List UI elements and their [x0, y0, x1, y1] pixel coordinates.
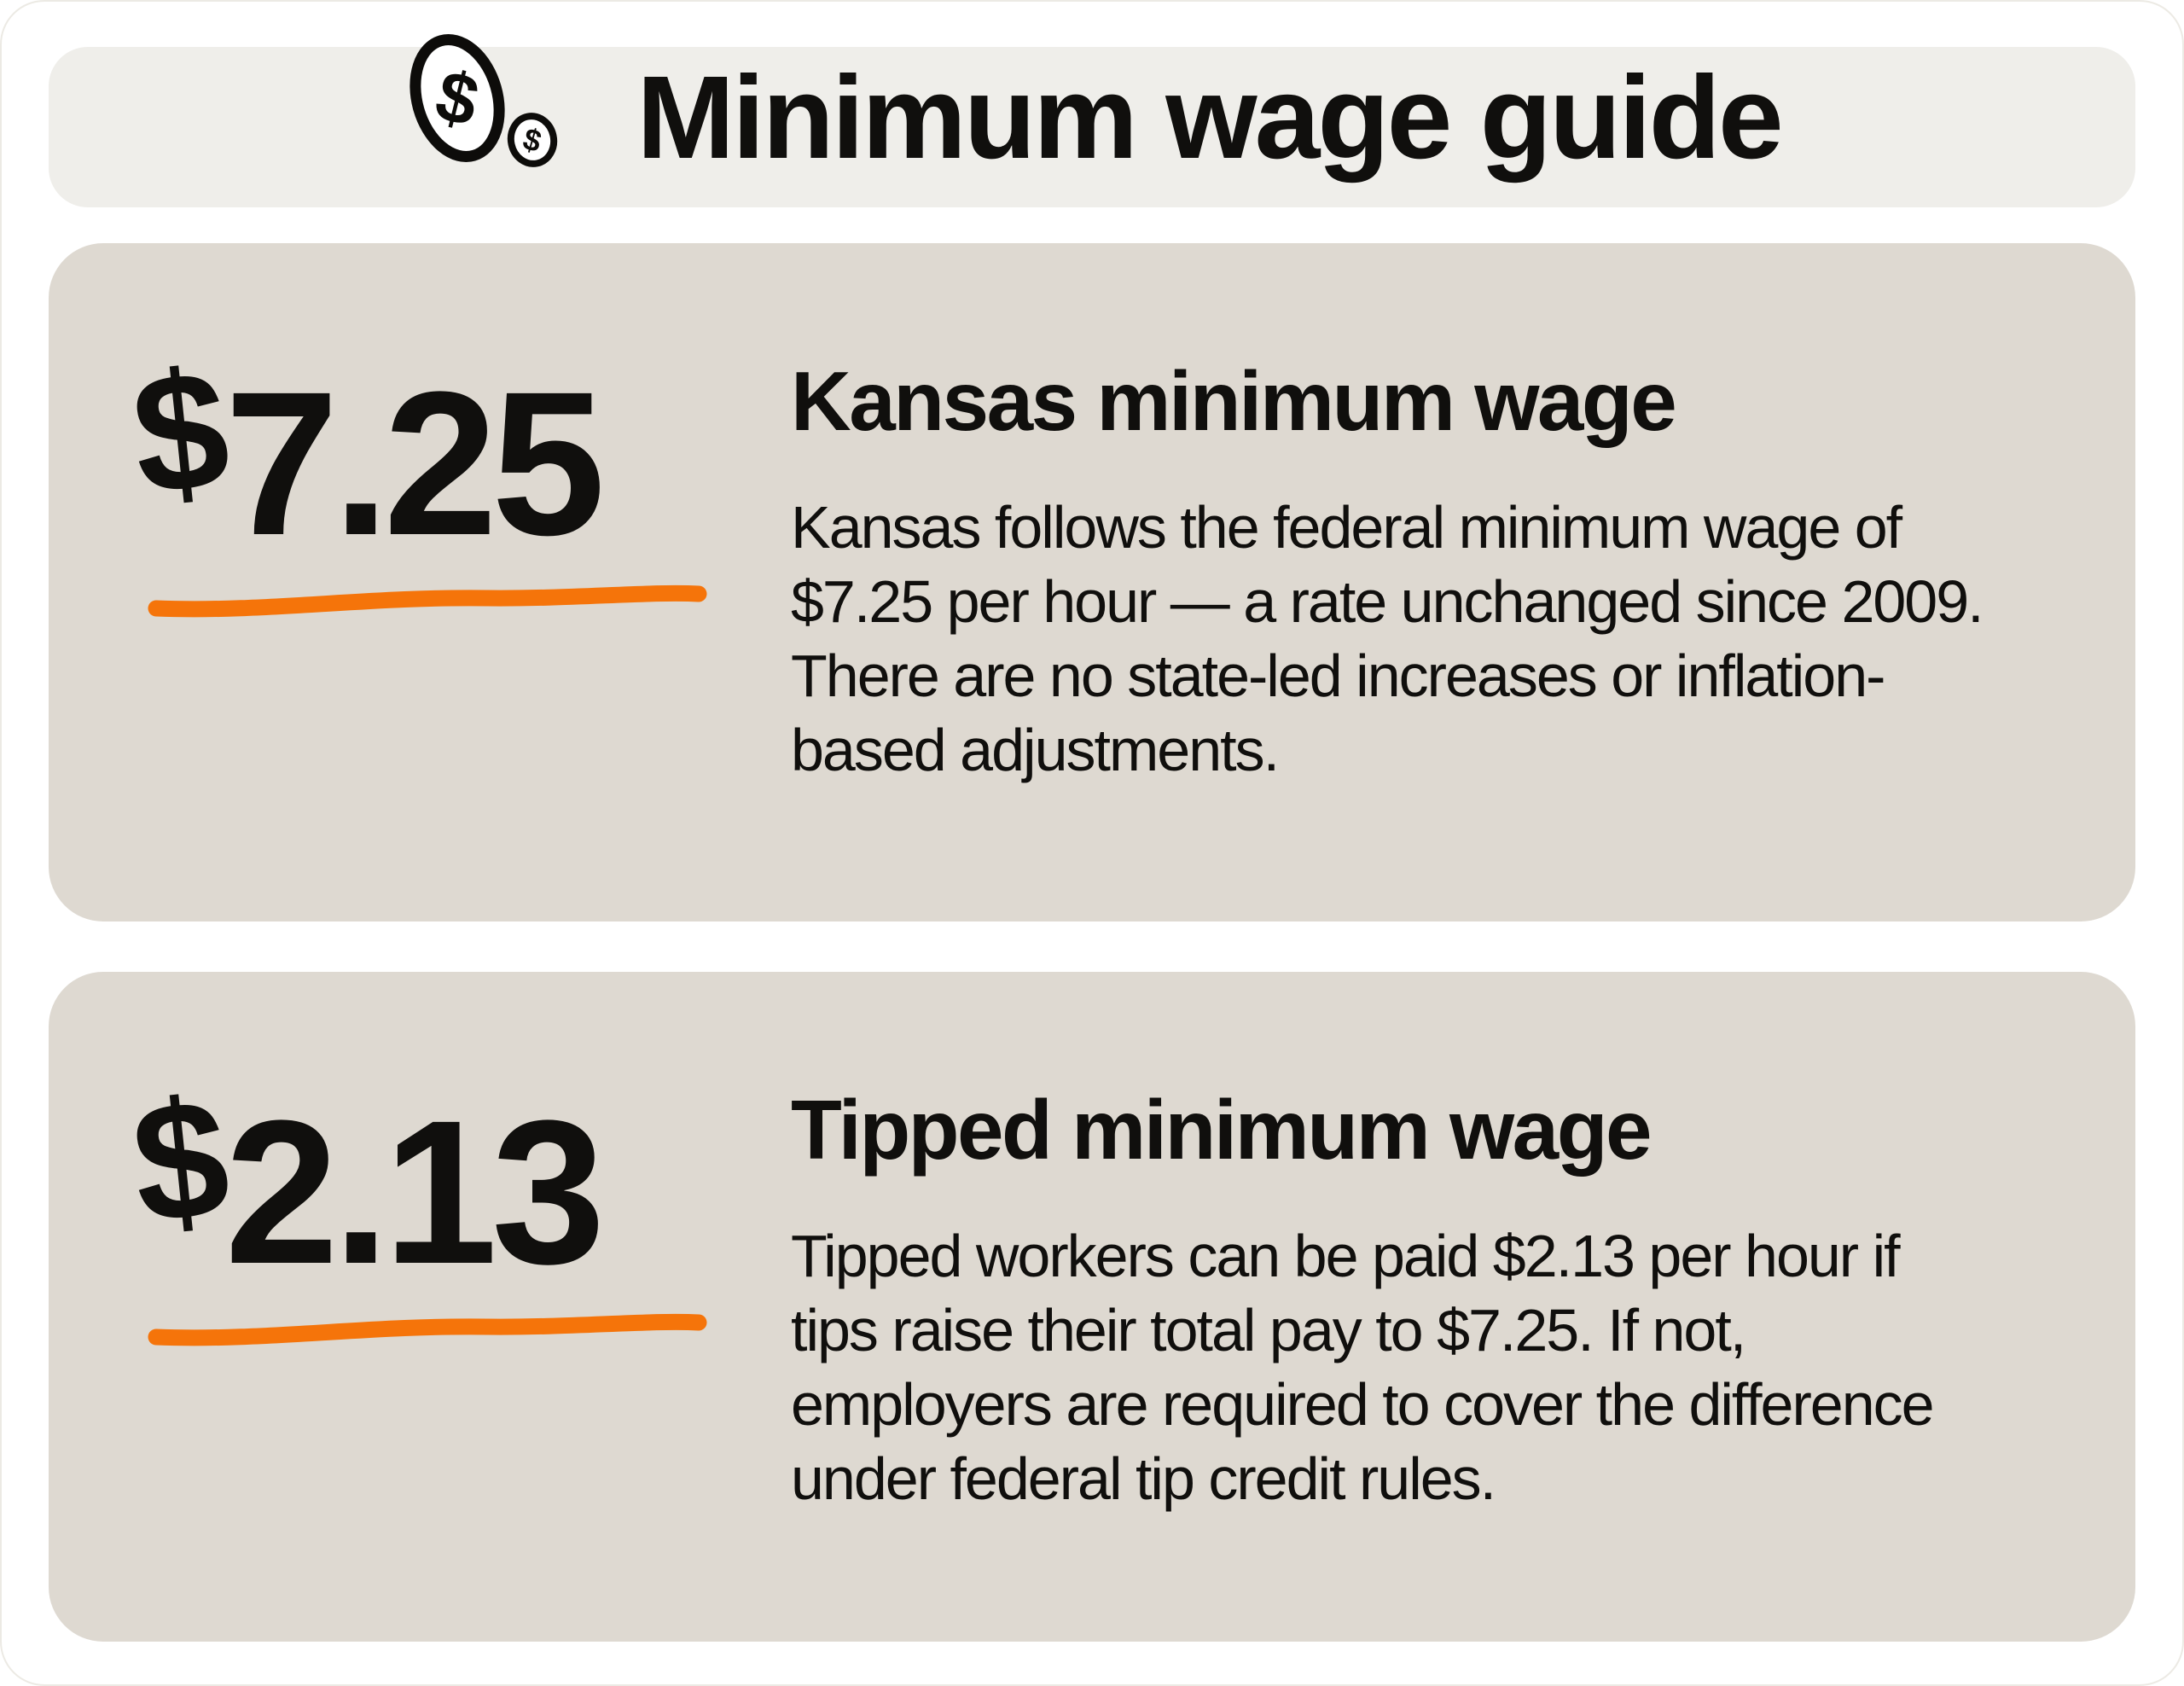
body-line: $7.25 per hour — a rate unchanged since … [791, 567, 1984, 635]
body-line: There are no state-led increases or infl… [791, 642, 1885, 709]
currency-symbol: $ [124, 334, 231, 531]
body-line: Tipped workers can be paid $2.13 per hou… [791, 1222, 1901, 1289]
card-heading: Tipped minimum wage [791, 1083, 1653, 1177]
orange-underline [148, 584, 707, 618]
wage-card-kansas: $7.25 Kansas minimum wage Kansas follows… [49, 243, 2135, 921]
body-line: under federal tip credit rules. [791, 1445, 1496, 1512]
dollar-coins-icon: $ $ [403, 26, 582, 188]
card-body: Tipped workers can be paid $2.13 per hou… [791, 1219, 2084, 1516]
card-heading: Kansas minimum wage [791, 354, 1677, 448]
wage-amount: $7.25 [125, 334, 791, 566]
header-banner: $ $ Minimum wage guide [49, 33, 2135, 207]
wage-card-tipped: $2.13 Tipped minimum wage Tipped workers… [49, 972, 2135, 1642]
wage-amount: $2.13 [125, 1063, 791, 1294]
small-coin: $ [508, 113, 558, 167]
page-title: Minimum wage guide [636, 52, 1783, 183]
body-line: tips raise their total pay to $7.25. If … [791, 1296, 1746, 1363]
body-line: Kansas follows the federal minimum wage … [791, 493, 1902, 561]
card-body: Kansas follows the federal minimum wage … [791, 491, 2084, 788]
wage-amount-block: $7.25 [125, 243, 791, 921]
currency-symbol: $ [124, 1063, 231, 1259]
amount-value: 2.13 [224, 1078, 605, 1306]
card-text-column: Kansas minimum wage Kansas follows the f… [791, 243, 2084, 921]
wage-amount-block: $2.13 [125, 972, 791, 1642]
amount-value: 7.25 [224, 349, 605, 578]
orange-underline [148, 1313, 707, 1346]
card-text-column: Tipped minimum wage Tipped workers can b… [791, 972, 2084, 1642]
body-line: employers are required to cover the diff… [791, 1370, 1935, 1438]
body-line: based adjustments. [791, 716, 1280, 783]
large-coin: $ [410, 33, 505, 163]
